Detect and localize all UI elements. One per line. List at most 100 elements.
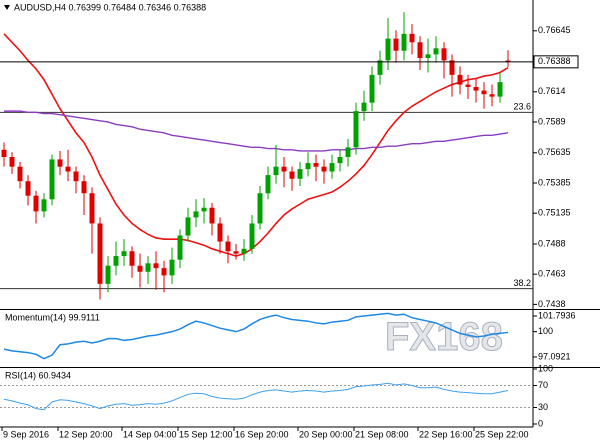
candle-body [273,166,279,176]
last-price-label: 0.76388 [538,56,571,66]
candle-body [33,195,39,212]
candle-body [497,82,503,97]
candle-body [337,157,343,164]
candle-body [329,163,335,172]
candle-body [169,259,175,276]
y-tick-label: 0.7463 [538,269,566,279]
candle-body [121,251,127,257]
x-tick-label: 20 Sep 00:00 [299,429,353,439]
candle-body [457,74,463,85]
x-tick-label: 15 Sep 12:00 [179,429,233,439]
candle-body [217,223,223,242]
y-tick-label: 0.7438 [538,299,566,309]
candle-body [401,33,407,51]
candle-body [481,90,487,95]
candle-body [345,147,351,158]
candle-body [409,33,415,43]
candle-body [249,223,255,249]
candle-body [465,84,471,87]
y-tick-label: 0.7589 [538,116,566,126]
candle-body [281,166,287,172]
candle-body [49,159,55,200]
candle-body [473,86,479,91]
y-tick-label: 0.7614 [538,86,566,96]
candle-body [377,60,383,75]
candle-body [73,171,79,182]
x-tick-label: 22 Sep 16:00 [419,429,473,439]
y-tick-label: 0.75135 [538,208,571,218]
y-tick-label: 30 [538,402,548,412]
candle-body [129,251,135,266]
x-tick-label: 9 Sep 2016 [3,429,49,439]
candle-body [369,74,375,103]
last-price-box [533,55,579,69]
indicator-title: Momentum(14) 99.9111 [5,312,100,322]
candle-body [209,207,215,224]
candle-body [417,42,423,58]
y-tick-label: 97.0921 [538,351,571,361]
candle-body [225,241,231,252]
candle-body [289,171,295,179]
candle-body [433,48,439,55]
y-tick-label: 0.75635 [538,147,571,157]
candle-body [137,265,143,272]
candle-body [353,111,359,148]
candle-body [65,166,71,172]
y-tick-label: 0.76645 [538,25,571,35]
candle-body [145,263,151,272]
candle-body [305,163,311,170]
x-tick-label: 25 Sep 22:00 [475,429,529,439]
candle-body [57,159,63,167]
candle-body [425,54,431,58]
y-tick-label: 100 [538,363,553,373]
y-tick-label: 0 [538,418,543,428]
candle-body [321,166,327,172]
chart-title: AUDUSD,H4 0.76399 0.76484 0.76346 0.7638… [14,2,206,12]
y-tick-label: 101.7936 [538,310,576,320]
moving-average [4,110,509,152]
candle-body [361,102,367,112]
y-tick-label: 100 [538,326,553,336]
candle-body [41,199,47,212]
candle-body [297,169,303,179]
candle-body [161,268,167,276]
candle-body [193,211,199,218]
level-label: 38.2 [513,278,531,288]
y-tick-label: 70 [538,380,548,390]
indicator-title: RSI(14) 60.9434 [5,370,71,380]
candle-body [449,60,455,75]
candle-body [257,193,263,224]
indicator-line [3,382,509,411]
x-tick-label: 12 Sep 20:00 [59,429,113,439]
candle-body [185,217,191,236]
x-tick-label: 16 Sep 20:00 [235,429,289,439]
x-tick-label: 21 Sep 08:00 [355,429,409,439]
candle-body [9,157,15,167]
y-tick-label: 0.7488 [538,238,566,248]
y-tick-label: 0.75385 [538,177,571,187]
indicator-line [3,312,509,360]
candle-body [177,235,183,260]
candle-body [25,181,31,196]
candle-body [89,193,95,224]
candle-body [441,48,447,61]
menu-arrow [4,5,10,10]
candle-body [153,263,159,269]
candle-body [385,38,391,61]
x-tick-label: 14 Sep 04:00 [123,429,177,439]
candle-body [265,175,271,194]
moving-average [3,33,509,257]
candle-body [241,248,247,254]
candle-body [393,38,399,51]
candle-body [489,94,495,97]
candle-body [81,181,87,194]
level-label: 23.6 [513,102,531,112]
candle-body [233,251,239,254]
candle-body [105,265,111,284]
watermark: FX168 [385,315,503,359]
candle-body [97,223,103,284]
candle-body [201,207,207,212]
candle-body [505,60,511,62]
